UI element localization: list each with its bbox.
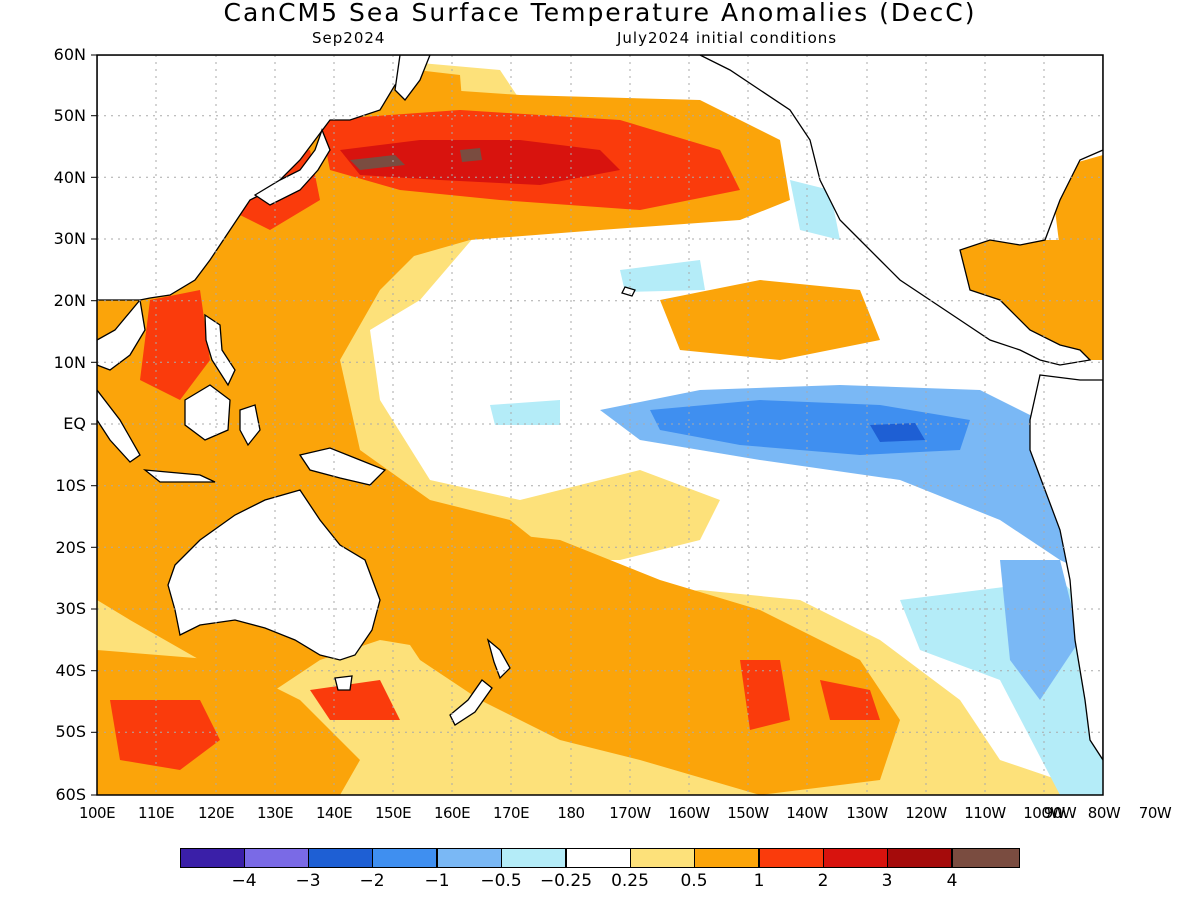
colorbar-swatch: [630, 848, 695, 868]
colorbar-label: 1: [753, 871, 765, 891]
lon-label: 130W: [846, 804, 888, 822]
colorbar-label: −3: [295, 871, 321, 891]
colorbar-swatch: [887, 848, 952, 868]
colorbar-label: −0.25: [539, 871, 593, 891]
lon-label: 120E: [197, 804, 235, 822]
lat-label: EQ: [63, 414, 86, 433]
colorbar-swatch: [566, 848, 631, 868]
colorbar-swatch: [180, 848, 245, 868]
grid-lines: [97, 55, 1103, 795]
colorbar-label: 4: [946, 871, 958, 891]
colorbar-swatch: [501, 848, 566, 868]
red-south-2: [820, 680, 880, 720]
red-scs: [140, 290, 210, 400]
new-zealand-north: [486, 638, 511, 680]
red-tasman: [310, 680, 400, 720]
lon-label: 160E: [433, 804, 471, 822]
japan-outline: [253, 128, 331, 206]
lon-label: 160W: [668, 804, 710, 822]
lat-label: 20N: [53, 291, 86, 310]
lon-label: 170E: [492, 804, 530, 822]
south-america-outline: [1029, 374, 1103, 762]
orange-gulf: [960, 240, 1103, 360]
lat-label: 60S: [55, 785, 86, 804]
valid-month: Sep2024: [312, 29, 386, 47]
land-outlines: [97, 55, 1103, 762]
colorbar-swatch: [437, 848, 502, 868]
kamchatka-outline: [394, 55, 431, 101]
lon-label: 140E: [315, 804, 353, 822]
axis-ticks: [91, 54, 97, 796]
red-south-1: [740, 660, 790, 730]
map-frame: [96, 54, 1104, 796]
new-zealand-south: [449, 679, 493, 726]
init-conditions: July2024 initial conditions: [617, 29, 838, 47]
colorbar-swatch: [244, 848, 309, 868]
colorbar-label: −0.5: [480, 871, 522, 891]
lon-label: 100W: [1023, 804, 1065, 822]
lon-label: 120W: [905, 804, 947, 822]
lon-label: 130E: [256, 804, 294, 822]
colorbar-swatch: [759, 848, 824, 868]
lon-label: 80W: [1087, 804, 1121, 822]
brown-spot-2: [460, 148, 482, 162]
tasmania-outline: [334, 675, 353, 691]
red-southwest: [110, 700, 220, 770]
lon-label: 110E: [137, 804, 175, 822]
lat-label: 20S: [55, 538, 86, 557]
colorbar-swatch: [372, 848, 437, 868]
north-america-outline: [699, 55, 1103, 366]
lat-label: 30S: [55, 599, 86, 618]
lon-label: 150W: [727, 804, 769, 822]
colorbar-label: −2: [359, 871, 385, 891]
sumatra-outline: [97, 388, 141, 463]
lat-label: 10S: [55, 476, 86, 495]
new-guinea-outline: [298, 447, 387, 486]
colorbar-swatch: [694, 848, 759, 868]
hawaii-outline: [621, 286, 636, 297]
cool-hawaii: [620, 260, 705, 292]
lon-label: 100E: [78, 804, 116, 822]
java-outline: [142, 469, 216, 483]
lon-label: 110W: [964, 804, 1006, 822]
cool-tongue-core: [870, 423, 925, 442]
lat-label: 40S: [55, 661, 86, 680]
lat-label: 60N: [53, 45, 86, 64]
colorbar-label: 0.25: [611, 871, 649, 891]
lat-label: 10N: [53, 353, 86, 372]
cool-light-1: [490, 400, 560, 425]
colorbar-swatch: [952, 848, 1020, 868]
indochina-outline: [97, 298, 146, 371]
lon-label: 150E: [374, 804, 412, 822]
lon-label: 70W: [1138, 804, 1172, 822]
lat-label: 50S: [55, 722, 86, 741]
colorbar-swatch: [308, 848, 373, 868]
colorbar-label: −4: [231, 871, 257, 891]
lon-label: 170W: [609, 804, 651, 822]
brown-spot-1: [350, 155, 405, 170]
borneo-outline: [184, 384, 231, 441]
asia-mainland-outline: [97, 55, 431, 301]
colorbar-label: −1: [424, 871, 450, 891]
cool-se-blue: [1000, 560, 1080, 700]
lon-label: 90W: [1043, 804, 1077, 822]
map-title: CanCM5 Sea Surface Temperature Anomalies…: [223, 0, 977, 27]
philippines-outline: [204, 313, 236, 387]
colorbar-label: 2: [817, 871, 829, 891]
colorbar-label: 0.5: [680, 871, 708, 891]
lat-label: 30N: [53, 229, 86, 248]
lon-label: 140W: [786, 804, 828, 822]
sulawesi-outline: [239, 404, 261, 447]
lat-label: 50N: [53, 106, 86, 125]
orange-east-north: [660, 280, 880, 360]
lon-label: 180: [557, 804, 585, 822]
lat-label: 40N: [53, 168, 86, 187]
colorbar-swatch: [823, 848, 888, 868]
orange-south-pacific: [380, 520, 900, 795]
darkred-core: [340, 140, 620, 185]
australia-outline: [167, 489, 381, 661]
colorbar-label: 3: [881, 871, 893, 891]
